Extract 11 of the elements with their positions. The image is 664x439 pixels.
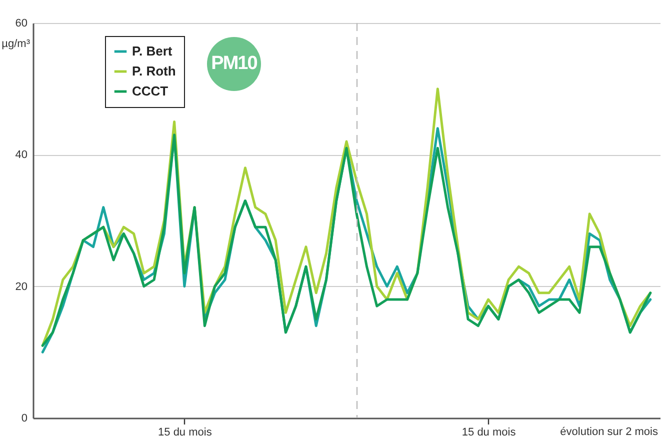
legend-label: P. Roth — [132, 64, 176, 78]
x-tick-label: 15 du mois — [158, 426, 212, 438]
y-axis-title: µg/m³ — [2, 38, 30, 50]
y-tick-label: 0 — [21, 412, 28, 424]
y-tick-label: 40 — [15, 149, 28, 162]
x-tick-label: 15 du mois — [462, 426, 516, 438]
y-tick-label: 20 — [15, 280, 28, 293]
legend-label: P. Bert — [132, 44, 173, 58]
text: évolution sur 2 mois — [560, 426, 658, 438]
legend-label: CCCT — [132, 84, 168, 98]
y-tick-label: 60 — [15, 18, 28, 30]
